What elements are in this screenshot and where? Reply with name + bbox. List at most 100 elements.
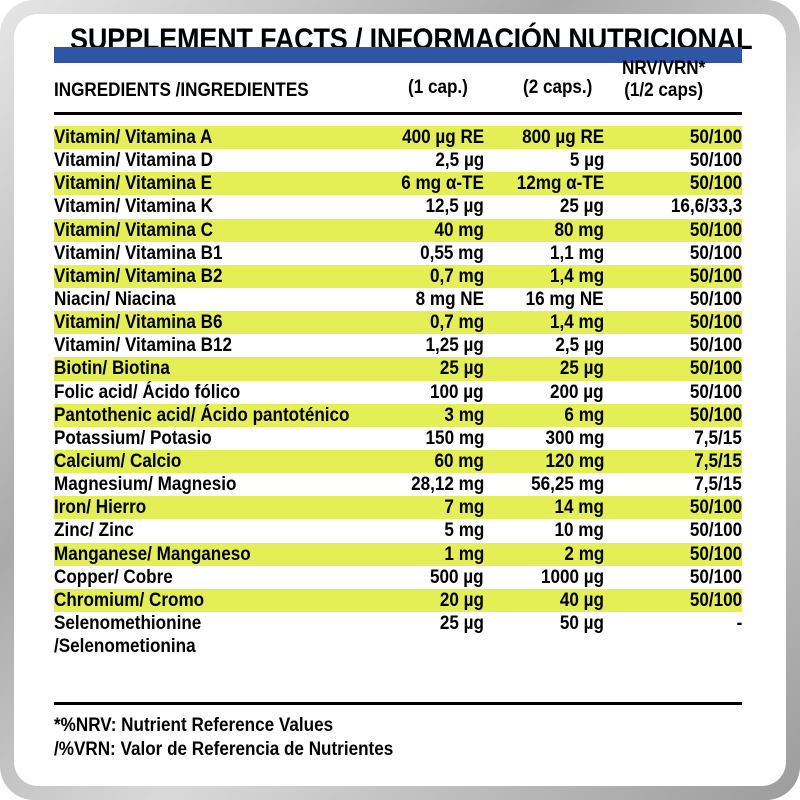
ingredient-name: Zinc/ Zinc	[54, 520, 134, 542]
amount-one-cap: 7 mg	[444, 497, 484, 519]
amount-two-caps: 80 mg	[554, 219, 604, 241]
table-row: Copper/ Cobre 500 µg 1000 µg 50/100	[54, 566, 742, 589]
ingredient-name: Vitamin/ Vitamina D	[54, 150, 214, 172]
amount-one-cap: 40 mg	[434, 219, 484, 241]
ingredients-table: Vitamin/ Vitamina A 400 µg RE 800 µg RE 50/…	[54, 126, 742, 658]
table-row: Vitamin/ Vitamina B2 0,7 mg 1,4 mg 50/100	[54, 264, 742, 288]
ingredient-name: Vitamin/ Vitamina B12	[54, 335, 233, 357]
table-row: Calcium/ Calcio 60 mg 120 mg 7,5/15	[54, 449, 742, 474]
nrv-value: 7,5/15	[694, 427, 742, 449]
footer-divider	[54, 702, 742, 705]
amount-two-caps: 1,4 mg	[549, 312, 604, 334]
amount-one-cap: 3 mg	[444, 404, 484, 426]
table-row: Zinc/ Zinc 5 mg 10 mg 50/100	[54, 519, 742, 542]
header-nrv-line2: (1/2 caps)	[624, 80, 704, 101]
nrv-value: 50/100	[689, 381, 742, 403]
nrv-value: 50/100	[689, 404, 742, 426]
amount-one-cap: 60 mg	[434, 450, 484, 472]
nrv-value: 50/100	[689, 543, 742, 565]
amount-two-caps: 12mg α-TE	[516, 173, 604, 195]
nrv-value: 50/100	[689, 497, 742, 519]
amount-two-caps: 14 mg	[554, 497, 604, 519]
nrv-value: 50/100	[689, 173, 742, 195]
nrv-value: 50/100	[689, 127, 742, 148]
ingredient-name: Chromium/ Cromo	[54, 589, 205, 611]
amount-one-cap: 100 µg	[430, 381, 484, 403]
ingredient-name: Biotin/ Biotina	[54, 358, 170, 380]
amount-one-cap: 2,5 µg	[435, 150, 484, 172]
header-divider	[54, 112, 742, 115]
header-two-caps: (2 caps.)	[523, 77, 593, 98]
amount-two-caps: 40 µg	[559, 589, 604, 611]
table-row: Folic acid/ Ácido fólico 100 µg 200 µg 50/1…	[54, 381, 742, 404]
table-row: Vitamin/ Vitamina B12 1,25 µg 2,5 µg 50/100	[54, 334, 742, 357]
table-row: Vitamin/ Vitamina B1 0,55 mg 1,1 mg 50/100	[54, 242, 742, 265]
amount-one-cap: 1,25 µg	[425, 335, 484, 357]
amount-one-cap: 12,5 µg	[425, 196, 484, 218]
nrv-value: 16,6/33,3	[670, 196, 742, 218]
ingredient-name: Vitamin/ Vitamina B6	[54, 312, 223, 334]
amount-two-caps: 5 µg	[569, 150, 604, 172]
ingredient-name: Potassium/ Potasio	[54, 427, 212, 449]
table-row: Biotin/ Biotina 25 µg 25 µg 50/100	[54, 357, 742, 381]
nrv-value: 50/100	[689, 242, 742, 264]
amount-two-caps: 1000 µg	[540, 566, 604, 588]
ingredient-name: Magnesium/ Magnesio	[54, 474, 237, 496]
ingredient-name: Vitamin/ Vitamina C	[54, 219, 214, 241]
amount-two-caps: 10 mg	[554, 520, 604, 542]
header-nrv: NRV/VRN* (1/2 caps)	[622, 58, 705, 102]
ingredient-name: Vitamin/ Vitamina E	[54, 173, 213, 195]
amount-one-cap: 25 µg	[439, 612, 484, 634]
amount-two-caps: 2 mg	[564, 543, 604, 565]
amount-two-caps: 200 µg	[550, 381, 604, 403]
nrv-value: 50/100	[689, 312, 742, 334]
amount-one-cap: 0,7 mg	[429, 265, 484, 287]
amount-two-caps: 6 mg	[564, 404, 604, 426]
ingredient-name: Vitamin/ Vitamina B2	[54, 265, 223, 287]
nrv-value: 50/100	[689, 566, 742, 588]
table-row: Potassium/ Potasio 150 mg 300 mg 7,5/15	[54, 427, 742, 450]
amount-two-caps: 25 µg	[559, 196, 604, 218]
amount-two-caps: 50 µg	[559, 612, 604, 634]
amount-one-cap: 0,7 mg	[429, 312, 484, 334]
ingredient-name: Niacin/ Niacina	[54, 288, 176, 310]
nrv-value: 7,5/15	[694, 450, 742, 472]
ingredient-name: Folic acid/ Ácido fólico	[54, 381, 241, 403]
table-row: Vitamin/ Vitamina E 6 mg α-TE 12mg α-TE 50/…	[54, 172, 742, 196]
table-row: Magnesium/ Magnesio 28,12 mg 56,25 mg 7,5/1…	[54, 473, 742, 496]
header-ingredients: INGREDIENTS /INGREDIENTES	[54, 80, 309, 101]
amount-one-cap: 150 mg	[425, 427, 484, 449]
amount-two-caps: 1,4 mg	[549, 265, 604, 287]
amount-two-caps: 16 mg NE	[526, 288, 604, 310]
ingredient-name: Vitamin/ Vitamina A	[54, 127, 213, 148]
amount-two-caps: 120 mg	[545, 450, 604, 472]
ingredient-name: Vitamin/ Vitamina K	[54, 196, 214, 218]
ingredient-name: Selenomethionine/Selenometionina	[54, 612, 202, 657]
amount-two-caps: 25 µg	[559, 358, 604, 380]
table-row: Pantothenic acid/ Ácido pantoténico 3 mg 6…	[54, 403, 742, 427]
nrv-value: 50/100	[689, 589, 742, 611]
footnote-nrv: *%NRV: Nutrient Reference Values	[54, 715, 334, 736]
title-accent-bar	[54, 47, 742, 63]
amount-one-cap: 20 µg	[439, 589, 484, 611]
header-one-cap: (1 cap.)	[408, 77, 468, 98]
nrv-value: 7,5/15	[694, 474, 742, 496]
amount-two-caps: 56,25 mg	[530, 474, 604, 496]
amount-one-cap: 28,12 mg	[410, 474, 484, 496]
amount-one-cap: 8 mg NE	[415, 288, 484, 310]
amount-two-caps: 1,1 mg	[549, 242, 604, 264]
ingredient-name: Calcium/ Calcio	[54, 450, 182, 472]
footnote-vrn: /%VRN: Valor de Referencia de Nutrientes	[54, 739, 394, 760]
table-row: Vitamin/ Vitamina K 12,5 µg 25 µg 16,6/33,3	[54, 195, 742, 218]
amount-one-cap: 0,55 mg	[420, 242, 484, 264]
amount-one-cap: 5 mg	[444, 520, 484, 542]
table-row: Selenomethionine/Selenometionina 25 µg 50 …	[54, 612, 742, 658]
nrv-value: 50/100	[689, 358, 742, 380]
ingredient-name: Manganese/ Manganeso	[54, 543, 251, 565]
ingredient-name: Pantothenic acid/ Ácido pantoténico	[54, 404, 350, 426]
table-row: Chromium/ Cromo 20 µg 40 µg 50/100	[54, 588, 742, 612]
table-row: Manganese/ Manganeso 1 mg 2 mg 50/100	[54, 542, 742, 566]
nrv-value: 50/100	[689, 335, 742, 357]
table-row: Vitamin/ Vitamina B6 0,7 mg 1,4 mg 50/100	[54, 311, 742, 335]
amount-two-caps: 2,5 µg	[555, 335, 604, 357]
